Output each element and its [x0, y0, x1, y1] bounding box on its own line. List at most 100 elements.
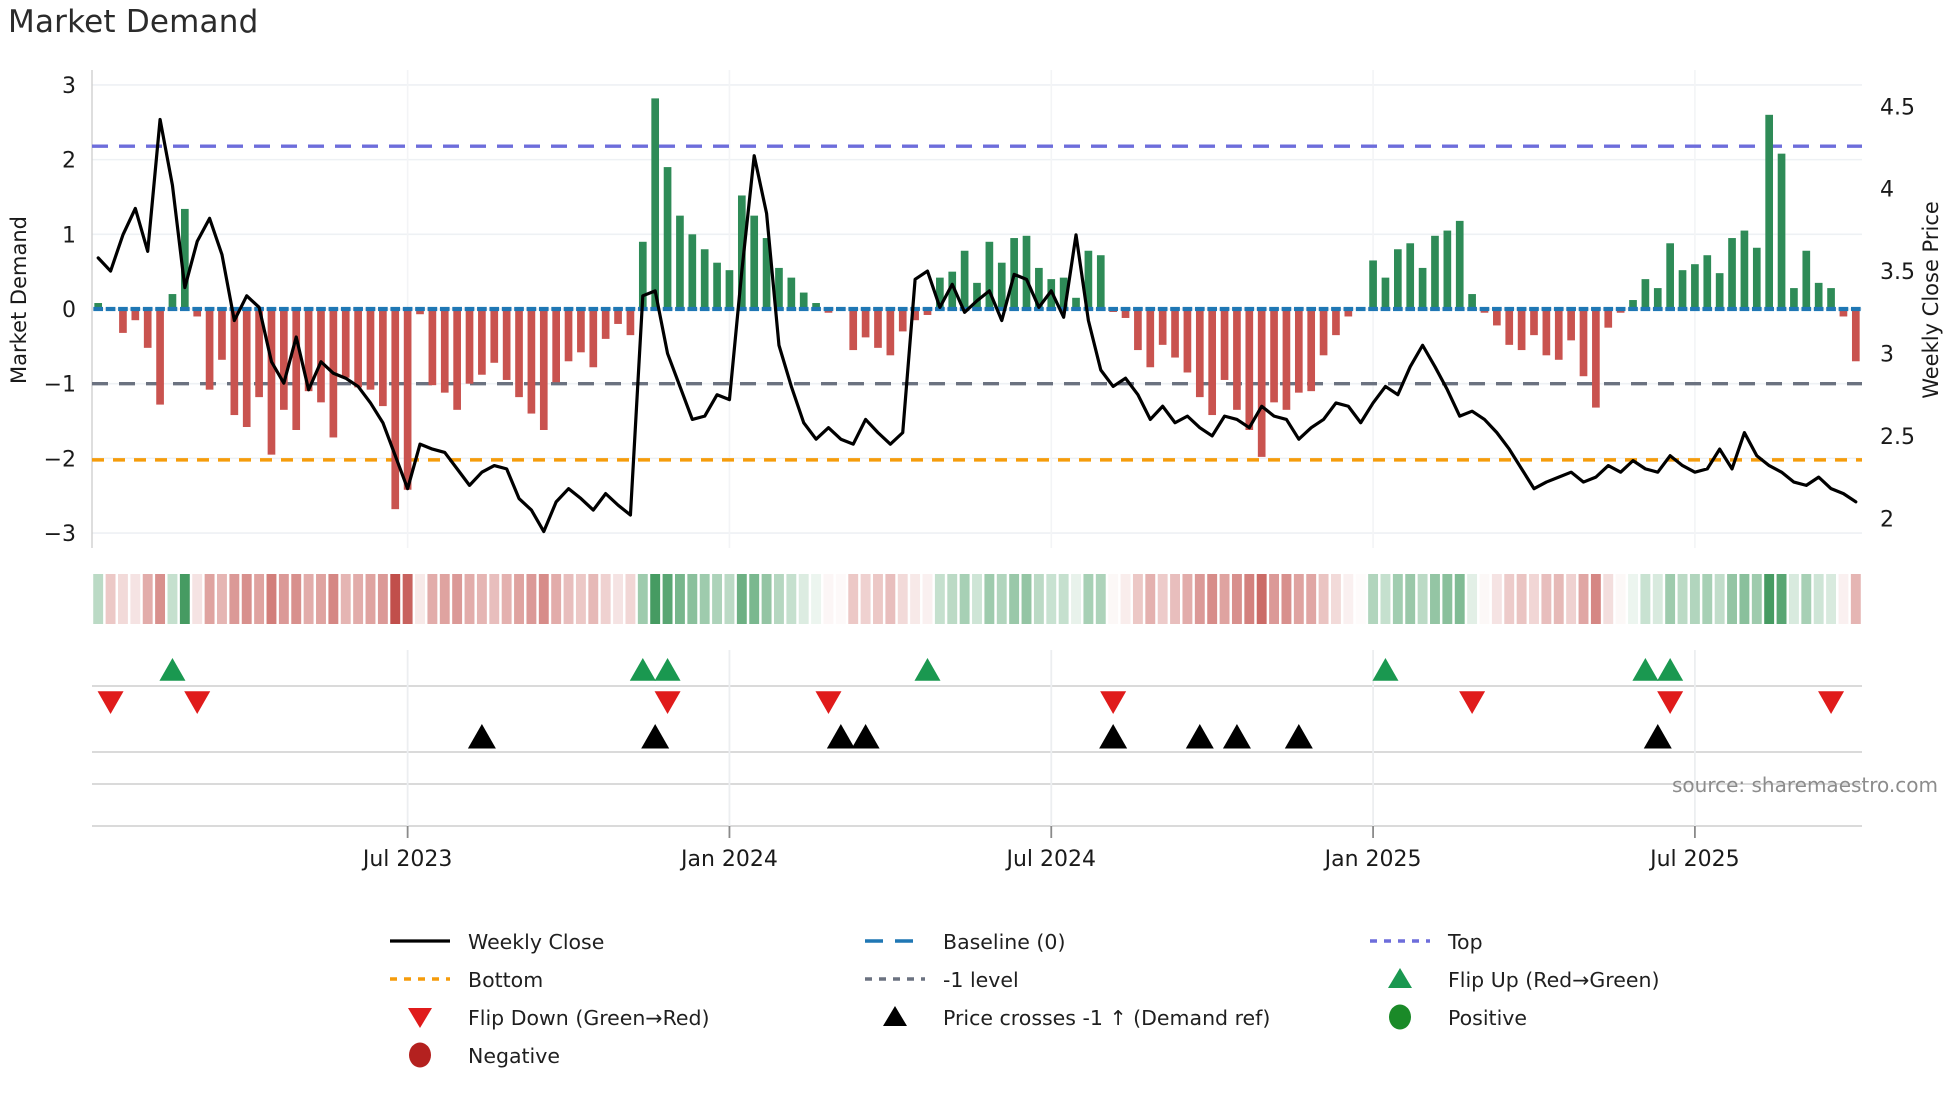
- heatmap-cell: [1392, 574, 1403, 624]
- heatmap-cell: [786, 574, 797, 624]
- demand-bar: [1344, 309, 1353, 317]
- demand-bar: [923, 309, 932, 315]
- demand-bar: [403, 309, 412, 490]
- legend-item[interactable]: Bottom: [390, 968, 543, 992]
- demand-bar: [614, 309, 622, 324]
- heatmap-cell: [736, 574, 747, 624]
- heatmap-cell: [316, 574, 326, 624]
- demand-bar: [651, 98, 660, 309]
- heatmap-cell: [353, 574, 364, 624]
- flip-down-marker: [654, 691, 681, 714]
- heatmap-cell: [1009, 574, 1020, 624]
- demand-bar: [577, 309, 585, 353]
- heatmap-cell: [1590, 574, 1601, 624]
- left-axis-tick: 2: [62, 149, 76, 174]
- demand-bar: [1530, 309, 1538, 336]
- heatmap-cell: [885, 574, 896, 624]
- legend-item[interactable]: Flip Up (Red→Green): [1388, 968, 1659, 992]
- demand-bar: [168, 294, 177, 309]
- legend-item[interactable]: Baseline (0): [865, 930, 1065, 954]
- demand-bar: [799, 292, 808, 309]
- heatmap-cell: [93, 574, 104, 624]
- price-cross-marker: [1099, 724, 1128, 749]
- demand-bar: [973, 282, 981, 309]
- left-axis-tick: 0: [62, 298, 76, 323]
- demand-bar: [1814, 282, 1823, 309]
- demand-bar: [1728, 238, 1736, 309]
- demand-bar: [143, 309, 152, 348]
- heatmap-cell: [291, 574, 302, 624]
- heatmap-cell: [835, 574, 846, 624]
- flip-up-marker: [914, 658, 941, 681]
- price-cross-marker: [826, 724, 855, 749]
- demand-bar: [1839, 309, 1848, 317]
- heatmap-cell: [117, 574, 128, 624]
- demand-bar: [960, 250, 969, 309]
- flip-up-marker: [1632, 658, 1659, 681]
- heatmap-cell: [526, 574, 537, 624]
- heatmap-cell: [1714, 574, 1725, 624]
- heatmap-cell: [972, 574, 982, 624]
- demand-bar: [94, 303, 103, 309]
- demand-bar: [156, 309, 164, 405]
- legend-label: Flip Down (Green→Red): [468, 1006, 710, 1030]
- legend-label: Weekly Close: [468, 930, 604, 954]
- demand-bar: [502, 309, 511, 380]
- demand-bar: [1059, 277, 1068, 309]
- legend-item[interactable]: Flip Down (Green→Red): [408, 1006, 710, 1030]
- x-axis-tick-label: Jul 2023: [361, 847, 453, 872]
- heatmap-cell: [377, 574, 388, 624]
- heatmap-cell: [1727, 574, 1737, 624]
- demand-bar: [1790, 288, 1798, 309]
- heatmap-cell: [402, 574, 413, 624]
- legend-label: Flip Up (Red→Green): [1448, 968, 1659, 992]
- demand-bar: [589, 309, 598, 368]
- demand-bar: [787, 277, 796, 309]
- heatmap-cell: [1033, 574, 1044, 624]
- demand-bar: [874, 309, 882, 348]
- demand-bar: [1752, 247, 1761, 309]
- demand-bar: [230, 309, 239, 416]
- legend-triangle-down-icon: [408, 1008, 432, 1028]
- heatmap-cell: [415, 574, 425, 624]
- demand-bar: [1604, 309, 1613, 328]
- legend-item[interactable]: Top: [1370, 930, 1483, 954]
- demand-bar: [539, 309, 548, 430]
- heatmap-cell: [724, 574, 735, 624]
- heatmap-cell: [823, 574, 834, 624]
- heatmap-cell: [427, 574, 438, 624]
- legend-item[interactable]: Price crosses -1 ↑ (Demand ref): [883, 1006, 1270, 1030]
- heatmap-cell: [1838, 574, 1849, 624]
- heatmap-cell: [996, 574, 1007, 624]
- heatmap-cell: [241, 574, 252, 624]
- flip-up-marker: [1372, 658, 1399, 681]
- demand-bar: [1468, 294, 1476, 309]
- heatmap-cell: [1145, 574, 1156, 624]
- demand-bar: [1406, 243, 1415, 309]
- legend-item[interactable]: Positive: [1389, 1004, 1527, 1031]
- heatmap-cell: [1021, 574, 1032, 624]
- demand-bar: [317, 309, 325, 403]
- demand-bar: [1146, 309, 1155, 368]
- demand-bar: [985, 241, 994, 309]
- demand-bar: [478, 309, 486, 375]
- heatmap-cell: [774, 574, 784, 624]
- demand-bar: [886, 309, 895, 356]
- heatmap-cell: [613, 574, 623, 624]
- heatmap-cell: [266, 574, 277, 624]
- heatmap-cell: [637, 574, 648, 624]
- price-cross-marker: [641, 724, 670, 749]
- heatmap-cell: [1850, 574, 1861, 624]
- demand-bar: [1208, 309, 1217, 416]
- demand-bar: [119, 309, 127, 333]
- heatmap-cell: [674, 574, 685, 624]
- legend-item[interactable]: -1 level: [865, 968, 1019, 992]
- legend-item[interactable]: Weekly Close: [390, 930, 604, 954]
- heatmap-cell: [278, 574, 289, 624]
- demand-bar: [750, 215, 759, 309]
- demand-bar: [1134, 309, 1142, 351]
- heatmap-cell: [1318, 574, 1329, 624]
- heatmap-cell: [811, 574, 822, 624]
- demand-bar: [1666, 243, 1674, 309]
- legend-item[interactable]: Negative: [409, 1042, 560, 1069]
